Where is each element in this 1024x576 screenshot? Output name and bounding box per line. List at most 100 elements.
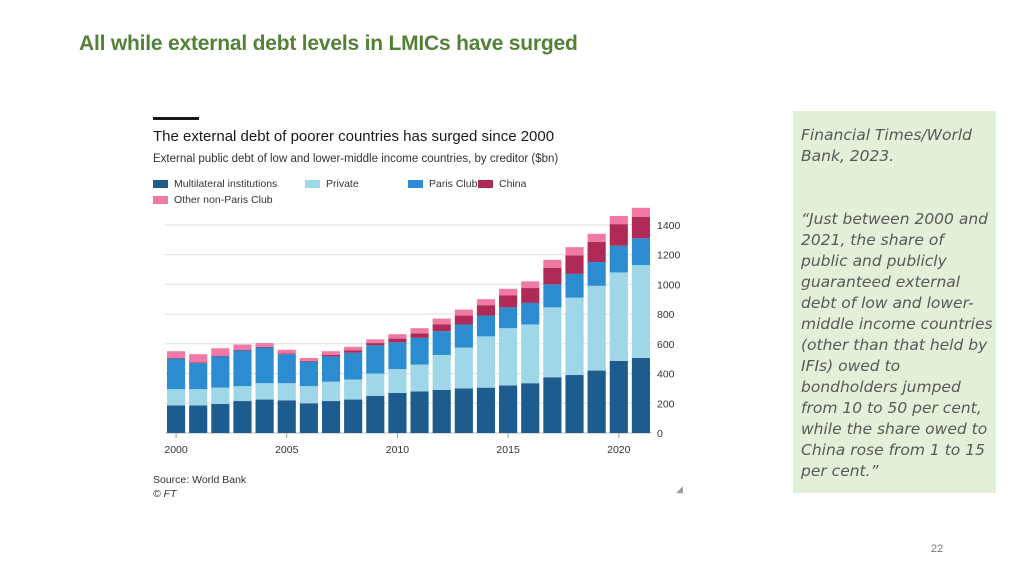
- bar-segment: [388, 369, 407, 393]
- resize-handle-icon: ◢: [676, 484, 683, 494]
- bar-segment: [344, 352, 363, 380]
- bar-segment: [366, 373, 385, 396]
- bar-segment: [499, 295, 518, 308]
- bar-segment: [277, 353, 296, 355]
- quote-box: Financial Times/World Bank, 2023. “Just …: [793, 111, 996, 493]
- bar-segment: [432, 324, 451, 332]
- bar-segment: [609, 360, 628, 433]
- bar-segment: [631, 238, 651, 266]
- bar-segment: [299, 386, 318, 404]
- bar-segment: [366, 345, 385, 374]
- bar-segment: [388, 392, 407, 433]
- bar-segment: [476, 305, 496, 316]
- y-tick-label: 600: [657, 339, 675, 351]
- bar-segment: [233, 349, 252, 351]
- bar-segment: [609, 224, 628, 246]
- bar-segment: [410, 328, 429, 334]
- credit-text: © FT: [153, 488, 177, 500]
- bar-segment: [476, 387, 496, 433]
- y-tick-label: 0: [657, 428, 663, 440]
- bar-segment: [211, 356, 230, 388]
- bar-segment: [277, 349, 296, 354]
- legend-label: Private: [326, 178, 359, 190]
- bar-segment: [299, 357, 318, 361]
- bar-segment: [299, 360, 318, 362]
- chart-subtitle: External public debt of low and lower-mi…: [153, 153, 559, 165]
- bar-segment: [587, 233, 606, 242]
- bar-segment: [454, 309, 473, 316]
- bar-segment: [189, 363, 208, 390]
- bar-segment: [255, 346, 274, 348]
- bar-segment: [255, 347, 274, 384]
- bar-segment: [388, 342, 407, 370]
- chart-plot: 0 200 400 600 800 1000 1200 1400 2000 2005 2010 201…: [164, 207, 681, 456]
- bar-segment: [499, 328, 518, 386]
- bar-segment: [410, 364, 429, 392]
- bar-segment: [344, 399, 363, 433]
- y-tick-label: 400: [657, 369, 675, 381]
- bar-segment: [432, 331, 451, 355]
- bar-segment: [299, 403, 318, 433]
- bar-segment: [565, 273, 584, 298]
- legend-label: Other non-Paris Club: [174, 194, 273, 206]
- bar-segment: [233, 350, 252, 387]
- quote-source: Financial Times/World Bank, 2023.: [801, 126, 972, 165]
- bar-segment: [255, 399, 274, 433]
- bar-segment: [432, 389, 451, 433]
- bar-segment: [587, 241, 606, 263]
- bar-segment: [166, 357, 186, 359]
- legend-item: Multilateral institutions: [153, 178, 277, 190]
- legend-label: China: [499, 178, 527, 190]
- bar-segment: [166, 358, 186, 390]
- y-tick-label: 1000: [657, 279, 681, 291]
- bar-segment: [410, 337, 429, 365]
- x-tick-label: 2015: [496, 444, 520, 456]
- bar-segment: [189, 405, 208, 433]
- bar-segment: [344, 379, 363, 400]
- slide-title: All while external debt levels in LMICs …: [79, 32, 578, 55]
- bar-segment: [543, 307, 562, 378]
- bar-segment: [565, 375, 584, 433]
- bar-segment: [499, 385, 518, 433]
- chart-container: The external debt of poorer countries ha…: [140, 112, 690, 502]
- bar-segment: [299, 361, 318, 387]
- chart-accent-bar: [153, 117, 199, 120]
- bar-segment: [344, 350, 363, 353]
- chart-source: Source: World Bank © FT: [153, 473, 246, 501]
- bar-segment: [476, 315, 496, 337]
- bar-segment: [321, 354, 341, 357]
- legend-swatch: [153, 180, 168, 188]
- page-number: 22: [931, 543, 944, 555]
- bar-segment: [321, 351, 341, 355]
- bar-segment: [454, 347, 473, 389]
- bar-segment: [189, 354, 208, 363]
- bar-segment: [321, 381, 341, 402]
- legend-item: Paris Club: [408, 178, 477, 190]
- bar-segment: [565, 297, 584, 376]
- bar-segment: [211, 387, 230, 405]
- bar-segment: [255, 343, 274, 347]
- legend-label: Multilateral institutions: [174, 178, 278, 190]
- bar-segment: [631, 207, 651, 217]
- bar-segment: [565, 255, 584, 274]
- bar-segment: [432, 354, 451, 390]
- bar-segment: [277, 400, 296, 433]
- bar-segment: [476, 336, 496, 388]
- bar-segment: [277, 354, 296, 384]
- bar-segment: [631, 216, 651, 239]
- bar-segment: [166, 389, 186, 406]
- bar-segment: [587, 285, 606, 371]
- bar-segment: [410, 391, 429, 433]
- source-text: Source: World Bank: [153, 474, 247, 486]
- bar-segment: [211, 355, 230, 357]
- y-tick-label: 200: [657, 398, 675, 410]
- bar-segment: [631, 265, 651, 358]
- bar-segment: [366, 395, 385, 433]
- bar-segment: [521, 288, 540, 303]
- legend-label: Paris Club: [429, 178, 478, 190]
- y-tick-label: 800: [657, 309, 675, 321]
- bar-segment: [321, 401, 341, 433]
- bar-segment: [543, 267, 562, 285]
- bar-segment: [521, 383, 540, 433]
- x-tick-label: 2000: [164, 444, 188, 456]
